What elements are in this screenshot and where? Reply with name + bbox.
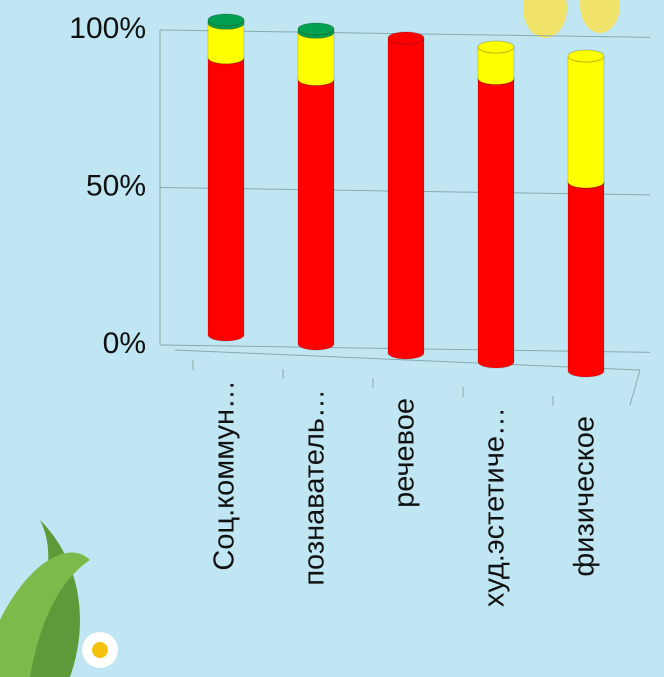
bar-segment bbox=[567, 181, 605, 378]
x-tick-label: познаватель… bbox=[299, 389, 331, 586]
bar-segment-top bbox=[207, 13, 245, 27]
bar-segment-top bbox=[567, 49, 605, 63]
x-tick-label: речевое bbox=[389, 398, 421, 508]
bar-segment bbox=[387, 37, 425, 360]
bar-segment bbox=[297, 79, 335, 351]
bar-segment bbox=[567, 55, 605, 189]
decoration bbox=[0, 0, 620, 677]
x-tick-label: худ.эстетиче… bbox=[479, 407, 511, 607]
y-tick-label: 100% bbox=[69, 12, 146, 45]
bar-segment bbox=[297, 32, 335, 86]
bar-segment bbox=[207, 57, 245, 342]
x-tick-label: физическое bbox=[569, 416, 601, 577]
floor-front bbox=[174, 349, 641, 371]
bar-segment-top bbox=[297, 22, 335, 36]
bar-segment-top bbox=[477, 40, 515, 54]
floor-side bbox=[629, 369, 641, 406]
bar-segment bbox=[477, 78, 515, 369]
plot-area: 0% 50% 100% Соц.коммун… познаватель… речевое х… bbox=[69, 12, 651, 607]
bar-segment-top bbox=[387, 31, 425, 45]
y-tick-label: 50% bbox=[86, 169, 146, 202]
x-tick-label: Соц.коммун… bbox=[209, 380, 241, 571]
y-tick-label: 0% bbox=[103, 327, 146, 360]
